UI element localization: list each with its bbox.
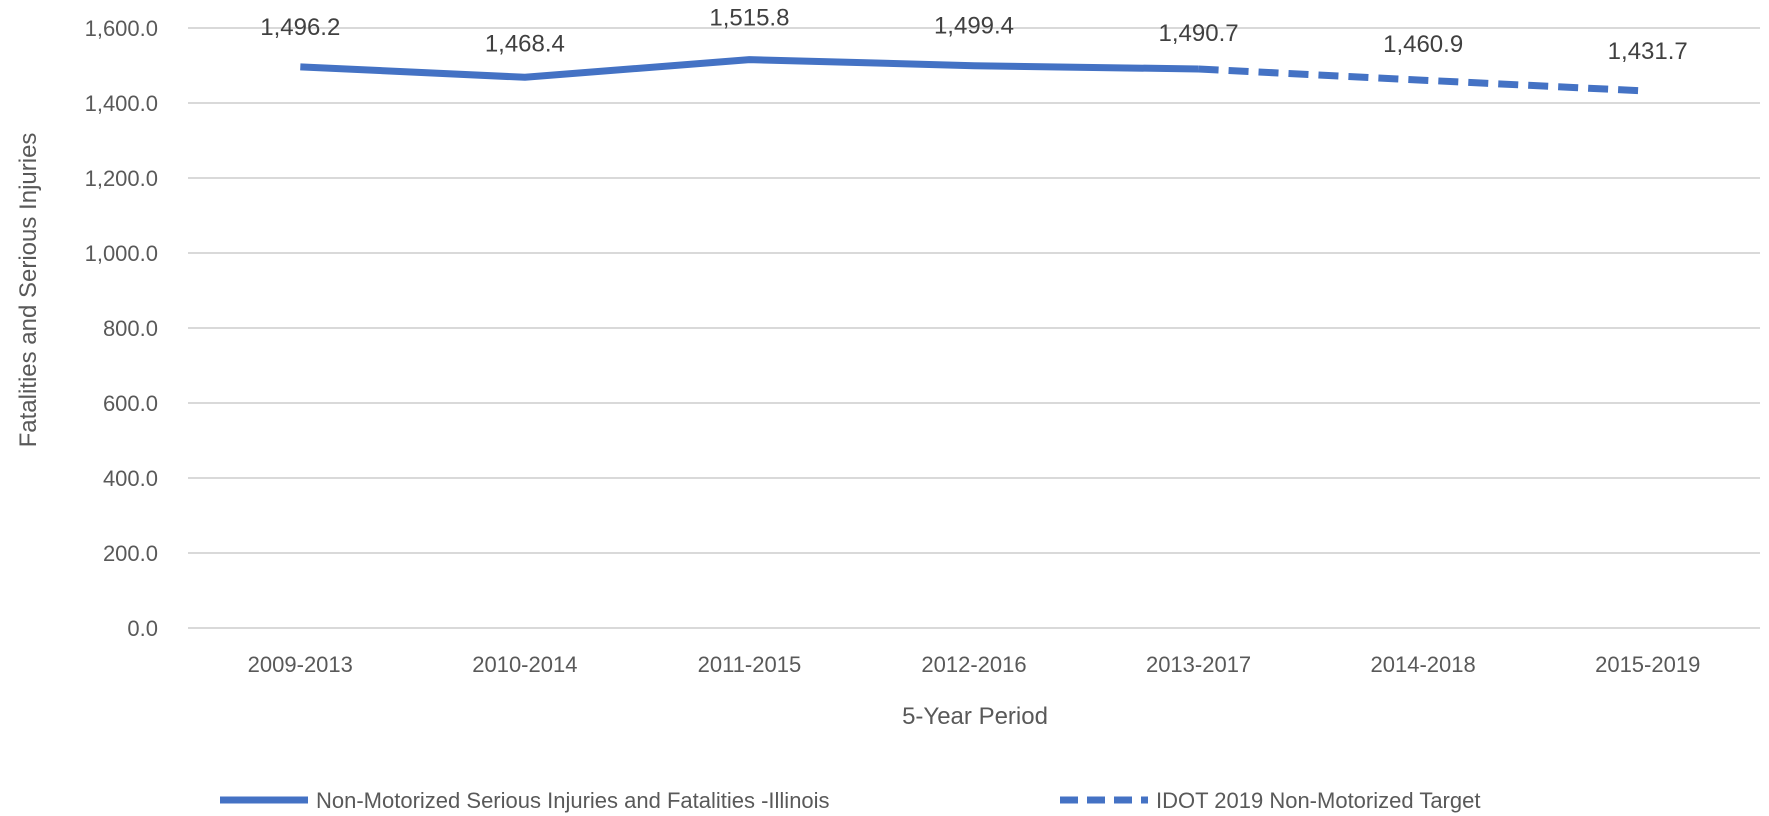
legend-label-illinois: Non-Motorized Serious Injuries and Fatal…: [316, 788, 830, 813]
data-label: 1,499.4: [934, 13, 1014, 40]
y-tick-label: 1,600.0: [85, 16, 158, 41]
x-tick-label: 2014-2018: [1371, 652, 1476, 677]
x-tick-label: 2013-2017: [1146, 652, 1251, 677]
y-tick-label: 800.0: [103, 316, 158, 341]
y-tick-label: 1,000.0: [85, 241, 158, 266]
y-axis-tick-labels: 0.0 200.0 400.0 600.0 800.0 1,000.0 1,200.0 1,4…: [85, 16, 158, 641]
data-label: 1,460.9: [1383, 31, 1463, 58]
x-tick-label: 2012-2016: [921, 652, 1026, 677]
y-axis-title: Fatalities and Serious Injuries: [15, 133, 42, 448]
data-labels: 1,496.2 1,468.4 1,515.8 1,499.4 1,490.7 1,460…: [260, 5, 1688, 66]
x-tick-label: 2009-2013: [248, 652, 353, 677]
y-tick-label: 0.0: [127, 616, 158, 641]
data-label: 1,431.7: [1608, 38, 1688, 65]
y-tick-label: 400.0: [103, 466, 158, 491]
x-axis-title: 5-Year Period: [902, 703, 1048, 730]
y-tick-label: 600.0: [103, 391, 158, 416]
y-tick-label: 1,400.0: [85, 91, 158, 116]
data-label: 1,490.7: [1159, 20, 1239, 47]
x-tick-label: 2011-2015: [698, 652, 802, 677]
data-label: 1,515.8: [709, 5, 789, 32]
x-tick-label: 2010-2014: [472, 652, 577, 677]
x-axis-tick-labels: 2009-2013 2010-2014 2011-2015 2012-2016 2013…: [248, 652, 1701, 677]
y-tick-label: 1,200.0: [85, 166, 158, 191]
legend: Non-Motorized Serious Injuries and Fatal…: [220, 788, 1480, 813]
y-tick-label: 200.0: [103, 541, 158, 566]
target-series-line: [1198, 65, 1648, 95]
data-label: 1,496.2: [260, 14, 340, 41]
illinois-series-line: [300, 56, 1199, 81]
series-lines: [300, 56, 1648, 95]
data-label: 1,468.4: [485, 30, 565, 57]
x-tick-label: 2015-2019: [1595, 652, 1700, 677]
legend-label-idot-target: IDOT 2019 Non-Motorized Target: [1156, 788, 1480, 813]
gridlines: [188, 27, 1760, 629]
